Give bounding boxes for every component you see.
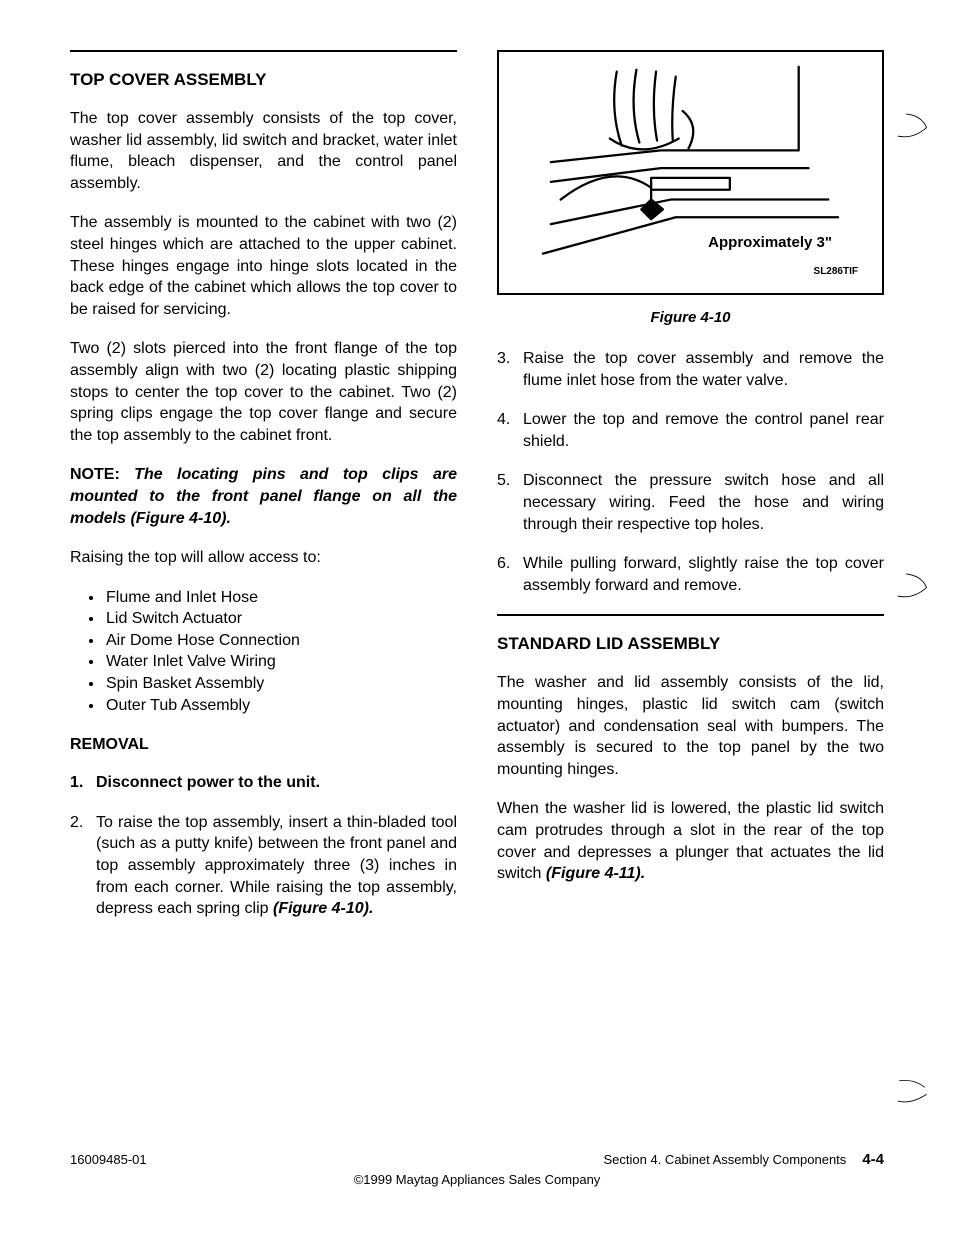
list-item: Flume and Inlet Hose [104, 587, 457, 609]
paragraph: The washer and lid assembly consists of … [497, 672, 884, 780]
step-item: 4. Lower the top and remove the control … [497, 409, 884, 452]
page-curl-icon [896, 1075, 930, 1105]
step-number: 6. [497, 553, 523, 596]
step-text: To raise the top assembly, insert a thin… [96, 812, 457, 920]
section-rule [70, 50, 457, 52]
page-columns: TOP COVER ASSEMBLY The top cover assembl… [70, 50, 884, 938]
list-item: Lid Switch Actuator [104, 608, 457, 630]
footer-pagenum: 4-4 [862, 1151, 884, 1168]
step-item: 5. Disconnect the pressure switch hose a… [497, 470, 884, 535]
step-item: 2. To raise the top assembly, insert a t… [70, 812, 457, 920]
section-rule [497, 614, 884, 616]
footer-section: Section 4. Cabinet Assembly Components [604, 1152, 847, 1167]
footer-right: Section 4. Cabinet Assembly Components 4… [604, 1151, 885, 1168]
figure-label-code: SL286TIF [814, 266, 858, 277]
step-text: Disconnect power to the unit. [96, 772, 457, 794]
figure-illustration [499, 52, 882, 293]
note-text: The locating pins and top clips are moun… [70, 466, 457, 526]
note-paragraph: NOTE: The locating pins and top clips ar… [70, 464, 457, 529]
step-text: While pulling forward, slightly raise th… [523, 553, 884, 596]
access-list: Flume and Inlet Hose Lid Switch Actuator… [70, 587, 457, 717]
paragraph: Two (2) slots pierced into the front fla… [70, 338, 457, 446]
paragraph: Raising the top will allow access to: [70, 547, 457, 569]
footer-row: 16009485-01 Section 4. Cabinet Assembly … [70, 1151, 884, 1168]
list-item: Air Dome Hose Connection [104, 630, 457, 652]
step-text: Lower the top and remove the control pan… [523, 409, 884, 452]
continued-steps: 3. Raise the top cover assembly and remo… [497, 348, 884, 596]
page-footer: 16009485-01 Section 4. Cabinet Assembly … [70, 1151, 884, 1187]
step-item: 6. While pulling forward, slightly raise… [497, 553, 884, 596]
figure-caption: Figure 4-10 [497, 309, 884, 326]
right-column: Approximately 3" SL286TIF Figure 4-10 3.… [497, 50, 884, 938]
step-item: 1. Disconnect power to the unit. [70, 772, 457, 794]
step-number: 1. [70, 772, 96, 794]
figure-reference: (Figure 4-11). [546, 865, 645, 882]
left-column: TOP COVER ASSEMBLY The top cover assembl… [70, 50, 457, 938]
note-label: NOTE: [70, 466, 120, 483]
step-text: Disconnect the pressure switch hose and … [523, 470, 884, 535]
step-number: 2. [70, 812, 96, 920]
section-title-top-cover: TOP COVER ASSEMBLY [70, 70, 457, 90]
page-curl-icon [896, 110, 930, 140]
subheading-removal: REMOVAL [70, 736, 457, 754]
step-number: 3. [497, 348, 523, 391]
list-item: Outer Tub Assembly [104, 695, 457, 717]
figure-4-10: Approximately 3" SL286TIF [497, 50, 884, 295]
page-curl-icon [896, 570, 930, 600]
list-item: Spin Basket Assembly [104, 673, 457, 695]
footer-docnum: 16009485-01 [70, 1152, 147, 1167]
figure-reference: (Figure 4-10). [273, 900, 373, 917]
section-title-standard-lid: STANDARD LID ASSEMBLY [497, 634, 884, 654]
paragraph: The top cover assembly consists of the t… [70, 108, 457, 194]
step-item: 3. Raise the top cover assembly and remo… [497, 348, 884, 391]
footer-copyright: ©1999 Maytag Appliances Sales Company [70, 1172, 884, 1187]
step-number: 5. [497, 470, 523, 535]
removal-steps: 1. Disconnect power to the unit. 2. To r… [70, 772, 457, 920]
paragraph: The assembly is mounted to the cabinet w… [70, 212, 457, 320]
list-item: Water Inlet Valve Wiring [104, 651, 457, 673]
step-number: 4. [497, 409, 523, 452]
step-text: Raise the top cover assembly and remove … [523, 348, 884, 391]
figure-label-approx: Approximately 3" [708, 234, 832, 251]
paragraph: When the washer lid is lowered, the plas… [497, 798, 884, 884]
